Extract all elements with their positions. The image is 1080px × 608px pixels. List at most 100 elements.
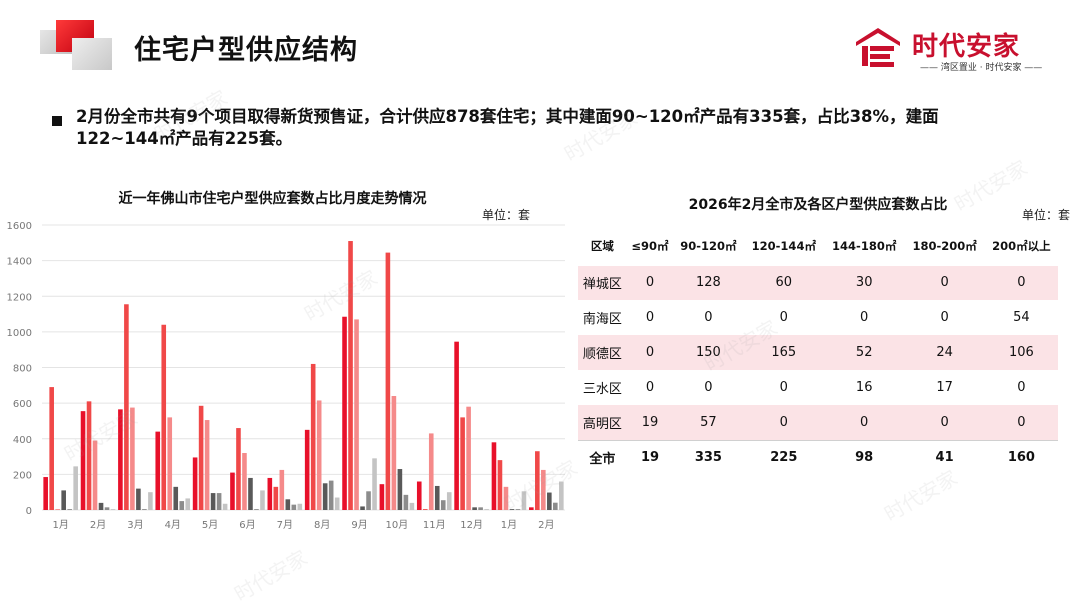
x-tick-label: 3月 bbox=[127, 519, 143, 531]
table-cell: 335 bbox=[673, 439, 744, 475]
table-row: 顺德区 0 150 165 52 24 106 bbox=[578, 335, 1058, 370]
bar bbox=[185, 498, 191, 510]
y-tick-label: 800 bbox=[13, 364, 32, 375]
bar bbox=[161, 324, 167, 510]
bar bbox=[322, 483, 328, 510]
bar bbox=[334, 497, 340, 510]
table-cell: 41 bbox=[904, 439, 985, 475]
x-tick-label: 12月 bbox=[460, 519, 483, 531]
table-cell: 0 bbox=[704, 310, 713, 325]
bar bbox=[267, 477, 273, 510]
table-cell: 0 bbox=[743, 405, 824, 440]
x-tick-label: 2月 bbox=[90, 519, 106, 531]
bar bbox=[230, 472, 235, 510]
y-tick-label: 600 bbox=[13, 399, 32, 410]
bar bbox=[434, 485, 440, 510]
bar bbox=[155, 431, 161, 510]
bar bbox=[142, 509, 147, 510]
bar bbox=[130, 407, 135, 510]
x-tick-label: 9月 bbox=[351, 519, 367, 531]
table-cell: 24 bbox=[904, 335, 985, 370]
bar bbox=[260, 490, 265, 510]
table-cell: 0 bbox=[704, 380, 713, 395]
table-unit-label: 单位：套 bbox=[1022, 208, 1071, 222]
brand-logo: 时代安家 —— 湾区置业 · 时代安家 —— bbox=[852, 24, 1052, 73]
bar bbox=[80, 411, 86, 510]
bar bbox=[248, 477, 253, 510]
bar bbox=[179, 501, 185, 510]
bar bbox=[98, 502, 104, 510]
y-tick-label: 1200 bbox=[7, 292, 32, 303]
x-tick-label: 10月 bbox=[386, 519, 409, 531]
logo-name: 时代安家 bbox=[912, 32, 1021, 62]
y-tick-label: 400 bbox=[13, 435, 32, 446]
bar bbox=[466, 406, 471, 510]
table-cell: 54 bbox=[1013, 310, 1030, 325]
page-title: 住宅户型供应结构 bbox=[134, 35, 358, 66]
table-cell: 150 bbox=[673, 335, 744, 370]
table-cell: 16 bbox=[855, 380, 873, 395]
bar bbox=[285, 499, 291, 510]
bar bbox=[535, 451, 540, 510]
bar bbox=[110, 509, 116, 510]
table-cell: 0 bbox=[645, 310, 655, 325]
bar bbox=[236, 428, 241, 510]
bar bbox=[73, 466, 78, 510]
table-cell: 160 bbox=[984, 439, 1058, 475]
table-cell: 30 bbox=[824, 265, 905, 300]
table-cell: 165 bbox=[743, 335, 824, 370]
bar bbox=[210, 493, 216, 510]
x-tick-label: 1月 bbox=[501, 519, 517, 531]
bar bbox=[446, 492, 452, 510]
bar bbox=[198, 405, 204, 510]
monthly-supply-bar-chart: 0 200 400 600 800 1000 1200 1400 1600 1月 2月 3月 4月 5月 6… bbox=[7, 221, 565, 531]
bar bbox=[553, 502, 558, 510]
bar bbox=[104, 507, 110, 510]
bar bbox=[118, 409, 123, 510]
bar bbox=[222, 503, 228, 510]
bar bbox=[484, 509, 489, 510]
header-cell-le90: ≤90㎡ bbox=[626, 228, 674, 266]
table-title: 2026年2月全市及各区户型供应套数占比 bbox=[688, 197, 948, 213]
table-total-row: 全市 19 335 225 98 41 160 bbox=[578, 439, 1058, 475]
bar bbox=[55, 509, 60, 510]
x-tick-label: 8月 bbox=[314, 519, 330, 531]
bar bbox=[460, 417, 465, 510]
x-tick-label: 11月 bbox=[423, 519, 446, 531]
bar bbox=[497, 460, 503, 510]
table-cell: 0 bbox=[626, 335, 674, 370]
bar bbox=[521, 491, 527, 510]
bar bbox=[304, 429, 310, 510]
table-cell: 0 bbox=[984, 265, 1058, 300]
bar bbox=[541, 469, 546, 510]
bar bbox=[440, 500, 446, 510]
table-cell: 98 bbox=[824, 439, 905, 475]
x-tick-label: 2月 bbox=[538, 519, 554, 531]
table-cell: 高明区 bbox=[578, 405, 627, 440]
table-cell: 0 bbox=[626, 265, 674, 300]
bar bbox=[478, 507, 483, 510]
table-cell: 19 bbox=[626, 405, 674, 440]
bar bbox=[316, 400, 322, 510]
bar bbox=[472, 507, 477, 510]
header-cell-120-144: 120-144㎡ bbox=[743, 228, 824, 266]
bar bbox=[279, 469, 285, 510]
bar bbox=[342, 316, 347, 510]
bar bbox=[529, 507, 534, 510]
table-cell: 106 bbox=[984, 335, 1058, 370]
bar bbox=[173, 486, 179, 510]
x-tick-label: 1月 bbox=[52, 519, 68, 531]
header-cell-90-120: 90-120㎡ bbox=[673, 228, 744, 266]
district-supply-table: 区域 ≤90㎡ 90-120㎡ 120-144㎡ 144-180㎡ 180-20… bbox=[578, 228, 1058, 475]
y-tick-label: 1000 bbox=[7, 328, 32, 339]
bar bbox=[397, 469, 403, 510]
bar bbox=[67, 509, 72, 510]
bar bbox=[416, 481, 422, 510]
table-row: 禅城区 0 128 60 30 0 0 bbox=[578, 265, 1058, 300]
y-tick-label: 200 bbox=[13, 470, 32, 481]
bar bbox=[291, 504, 297, 510]
bar bbox=[559, 481, 564, 510]
summary-text: 2月份全市共有9个项目取得新货预售证，合计供应878套住宅；其中建面90~120… bbox=[76, 107, 939, 148]
bar bbox=[167, 417, 173, 510]
bar bbox=[148, 492, 153, 510]
